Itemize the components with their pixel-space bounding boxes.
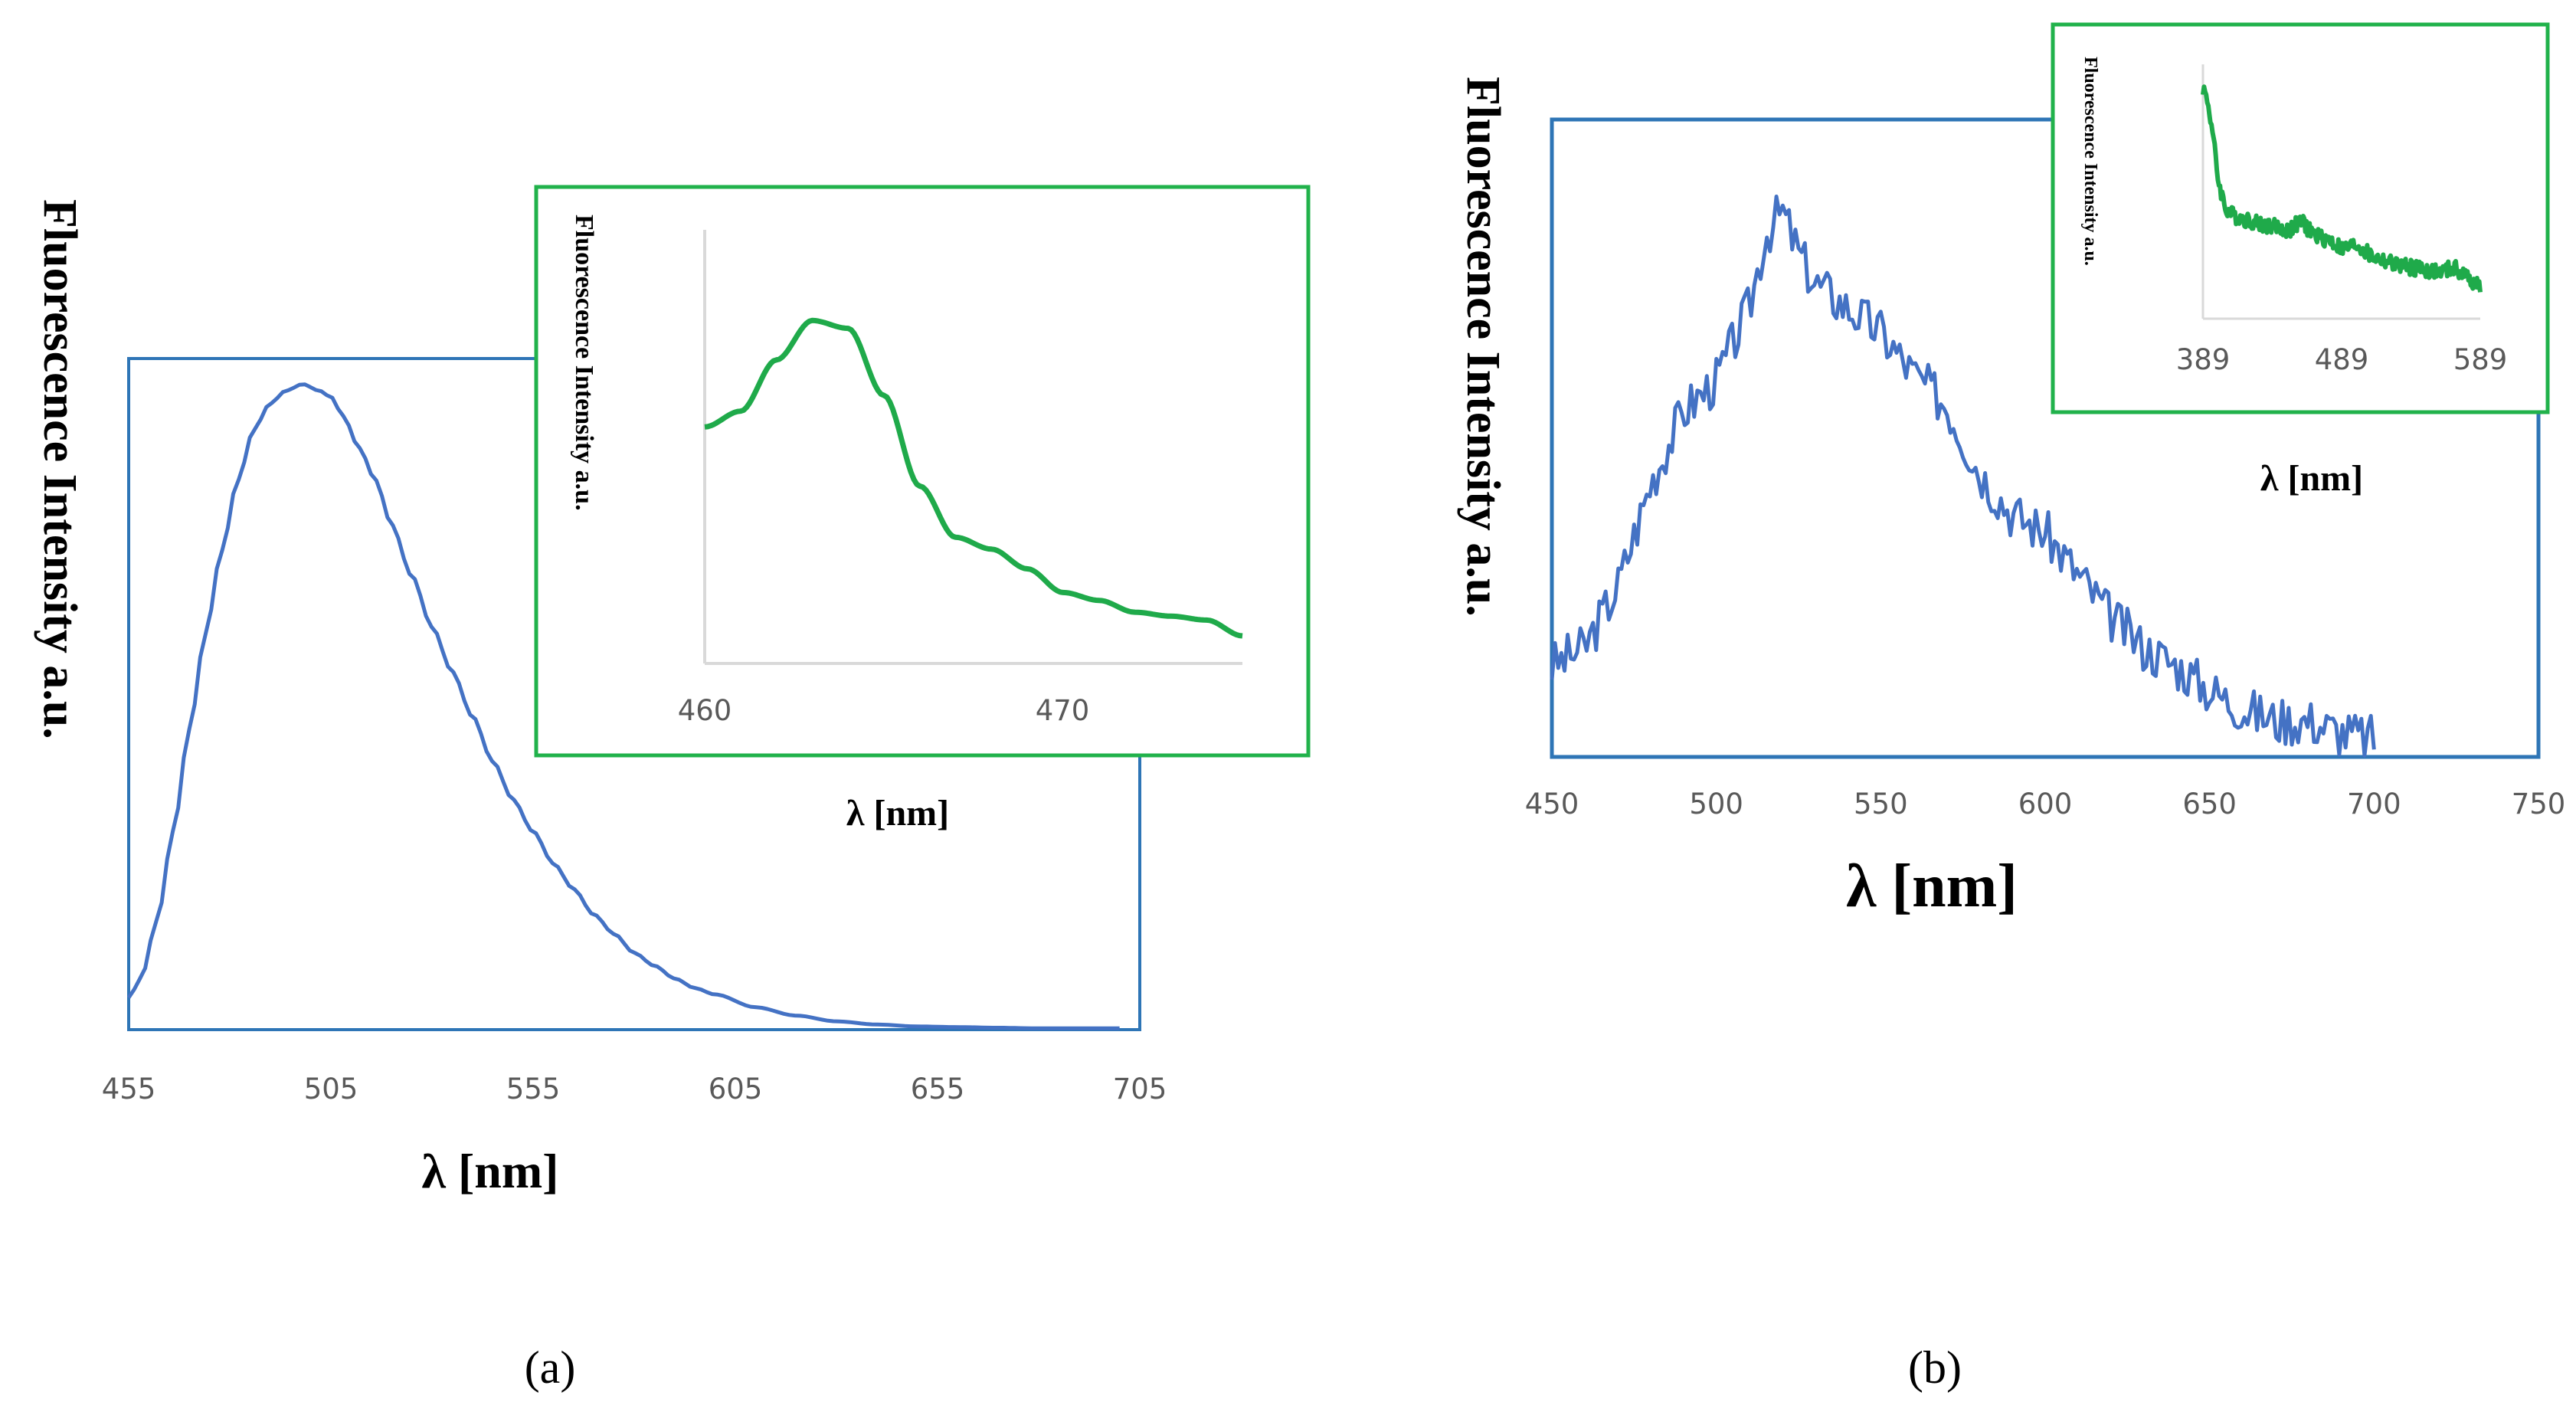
series-line-b-inset (2201, 84, 2483, 293)
x-tick-label-a-inset-0: 460 (678, 694, 732, 727)
x-axis-ticks-b-main: 450 500 550 600 650 700 750 (1525, 788, 2566, 821)
x-tick-label-b-main-4: 650 (2182, 788, 2237, 821)
x-tick-label-b-main-6: 750 (2512, 788, 2566, 821)
x-tick-label-b-main-1: 500 (1689, 788, 1743, 821)
x-tick-label-b-main-3: 600 (2018, 788, 2073, 821)
y-axis-label-b-main: Fluorescence Intensity a.u. (1457, 77, 1509, 617)
x-tick-label-b-inset-1: 489 (2315, 343, 2369, 376)
panel-label-a: (a) (525, 1342, 576, 1393)
panel-a: 455 505 555 605 655 705 Fluorescence Intensit… (34, 185, 1311, 1393)
panel-b: 450 500 550 600 650 700 750 Fluorescence Inten… (1457, 22, 2566, 1393)
x-axis-ticks-a-main: 455 505 555 605 655 705 (102, 1073, 1167, 1105)
series-line-b-main (1550, 195, 2376, 758)
x-axis-ticks-a-inset: 460 470 (678, 694, 1090, 727)
x-tick-label-a-main-0: 455 (102, 1073, 156, 1105)
inset-frame-a (534, 185, 1311, 758)
x-axis-label-a-main: λ [nm] (422, 1144, 559, 1198)
x-axis-label-a-inset: λ [nm] (846, 793, 949, 834)
x-axis-label-b-inset: λ [nm] (2260, 458, 2363, 499)
x-tick-label-a-main-2: 555 (506, 1073, 561, 1105)
series-line-a-main (126, 382, 1120, 1030)
y-axis-label-a-main: Fluorescence Intensity a.u. (34, 199, 86, 739)
x-tick-label-a-main-1: 505 (304, 1073, 358, 1105)
x-tick-label-a-main-4: 655 (911, 1073, 965, 1105)
plot-area-b-main (1550, 117, 2541, 759)
x-tick-label-a-main-3: 605 (709, 1073, 763, 1105)
x-tick-label-a-main-5: 705 (1113, 1073, 1167, 1105)
panel-label-b: (b) (1908, 1342, 1962, 1393)
x-axis-ticks-b-inset: 389 489 589 (2176, 343, 2508, 376)
x-tick-label-b-main-0: 450 (1525, 788, 1579, 821)
y-axis-label-a-inset: Fluorescence Intensity a.u. (570, 215, 598, 511)
series-line-a-inset (704, 317, 1243, 639)
x-tick-label-b-inset-2: 589 (2453, 343, 2508, 376)
x-axis-label-b-main: λ [nm] (1846, 853, 2018, 920)
x-tick-label-b-main-2: 550 (1854, 788, 1908, 821)
x-tick-label-a-inset-1: 470 (1036, 694, 1090, 727)
y-axis-label-b-inset: Fluorescence Intensity a.u. (2080, 57, 2100, 266)
x-tick-label-b-main-5: 700 (2347, 788, 2401, 821)
x-tick-label-b-inset-0: 389 (2176, 343, 2231, 376)
